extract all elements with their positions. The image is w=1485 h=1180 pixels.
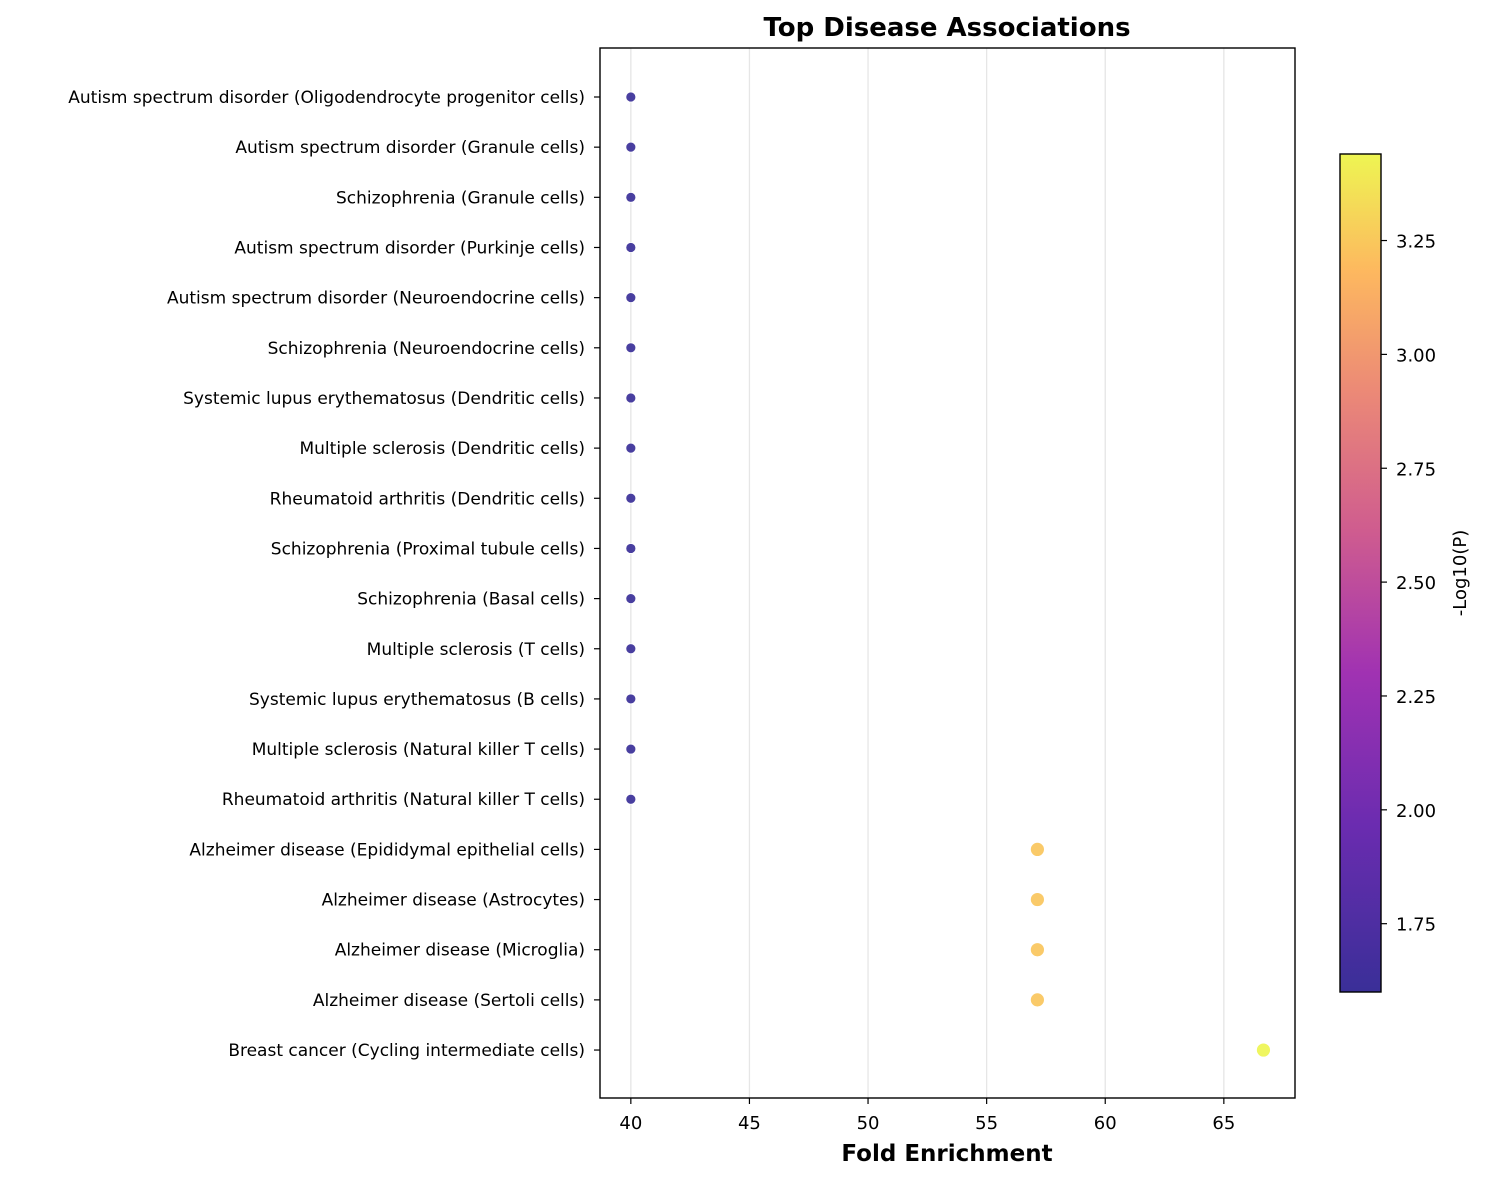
colorbar-gradient (1339, 153, 1382, 993)
colorbar-title: -Log10(P) (1450, 530, 1471, 616)
data-point (1029, 892, 1045, 907)
data-point (625, 693, 637, 705)
colorbar-tick-label: 3.00 (1396, 345, 1436, 366)
y-tick-label: Rheumatoid arthritis (Dendritic cells) (270, 489, 585, 509)
colorbar-tick-label: 1.75 (1396, 915, 1436, 936)
y-tick-label: Alzheimer disease (Astrocytes) (322, 891, 585, 911)
data-point (625, 191, 637, 203)
data-point (1256, 1042, 1271, 1058)
y-tick-label: Multiple sclerosis (Dendritic cells) (299, 439, 585, 459)
y-tick-label: Systemic lupus erythematosus (Dendritic … (183, 389, 585, 409)
x-tick-label: 65 (1212, 1113, 1235, 1134)
y-tick-label: Schizophrenia (Neuroendocrine cells) (268, 339, 585, 359)
data-point (625, 593, 637, 604)
y-axis: Autism spectrum disorder (Oligodendrocyt… (68, 88, 600, 1061)
data-point (625, 793, 637, 805)
x-tick-label: 45 (738, 1113, 761, 1134)
y-tick-label: Autism spectrum disorder (Neuroendocrine… (167, 289, 585, 309)
data-point (625, 242, 637, 253)
y-tick-label: Alzheimer disease (Epididymal epithelial… (189, 840, 585, 860)
data-point (625, 643, 637, 655)
data-point (625, 91, 637, 103)
data-points (625, 91, 1271, 1058)
y-tick-label: Alzheimer disease (Microglia) (335, 941, 585, 961)
x-tick-label: 40 (619, 1113, 642, 1134)
y-tick-label: Schizophrenia (Proximal tubule cells) (271, 539, 585, 559)
colorbar-ticks: 1.75 2.00 2.25 2.50 2.75 3.00 3.25 (1381, 232, 1436, 936)
x-axis-title: Fold Enrichment (841, 1141, 1052, 1167)
y-tick-label: Autism spectrum disorder (Granule cells) (235, 138, 585, 158)
y-tick-label: Breast cancer (Cycling intermediate cell… (228, 1041, 585, 1061)
y-tick-label: Autism spectrum disorder (Oligodendrocyt… (68, 88, 585, 108)
data-point (1029, 942, 1045, 958)
data-point (625, 392, 637, 404)
colorbar-tick-label: 3.25 (1396, 232, 1436, 253)
data-point (625, 342, 637, 354)
y-tick-label: Multiple sclerosis (Natural killer T cel… (252, 740, 585, 760)
data-point (625, 141, 637, 153)
y-tick-label: Schizophrenia (Granule cells) (336, 188, 585, 208)
data-point (1029, 992, 1045, 1008)
y-tick-label: Schizophrenia (Basal cells) (357, 590, 585, 610)
y-tick-label: Systemic lupus erythematosus (B cells) (249, 690, 585, 710)
y-tick-label: Rheumatoid arthritis (Natural killer T c… (222, 790, 585, 810)
y-tick-label: Alzheimer disease (Sertoli cells) (313, 991, 585, 1011)
data-point (625, 543, 637, 554)
colorbar-tick-label: 2.50 (1396, 573, 1436, 594)
colorbar-tick-label: 2.75 (1396, 459, 1436, 480)
x-axis: 40 45 50 55 60 65 (619, 1098, 1235, 1134)
plot-area-frame (599, 47, 1296, 1099)
colorbar-tick-label: 2.00 (1396, 801, 1436, 822)
data-point (625, 292, 637, 304)
data-point (625, 743, 637, 755)
x-tick-label: 50 (857, 1113, 880, 1134)
grid-lines (630, 48, 1225, 1098)
chart-title: Top Disease Associations (763, 13, 1130, 43)
x-tick-label: 55 (975, 1113, 998, 1134)
colorbar: 1.75 2.00 2.25 2.50 2.75 3.00 3.25 -Log10(P) (1339, 153, 1471, 993)
colorbar-tick-label: 2.25 (1396, 687, 1436, 708)
data-point (625, 442, 637, 454)
data-point (625, 492, 637, 504)
x-tick-label: 60 (1094, 1113, 1117, 1134)
data-point (1029, 842, 1045, 857)
y-tick-label: Multiple sclerosis (T cells) (367, 640, 585, 660)
y-tick-label: Autism spectrum disorder (Purkinje cells… (234, 238, 585, 258)
